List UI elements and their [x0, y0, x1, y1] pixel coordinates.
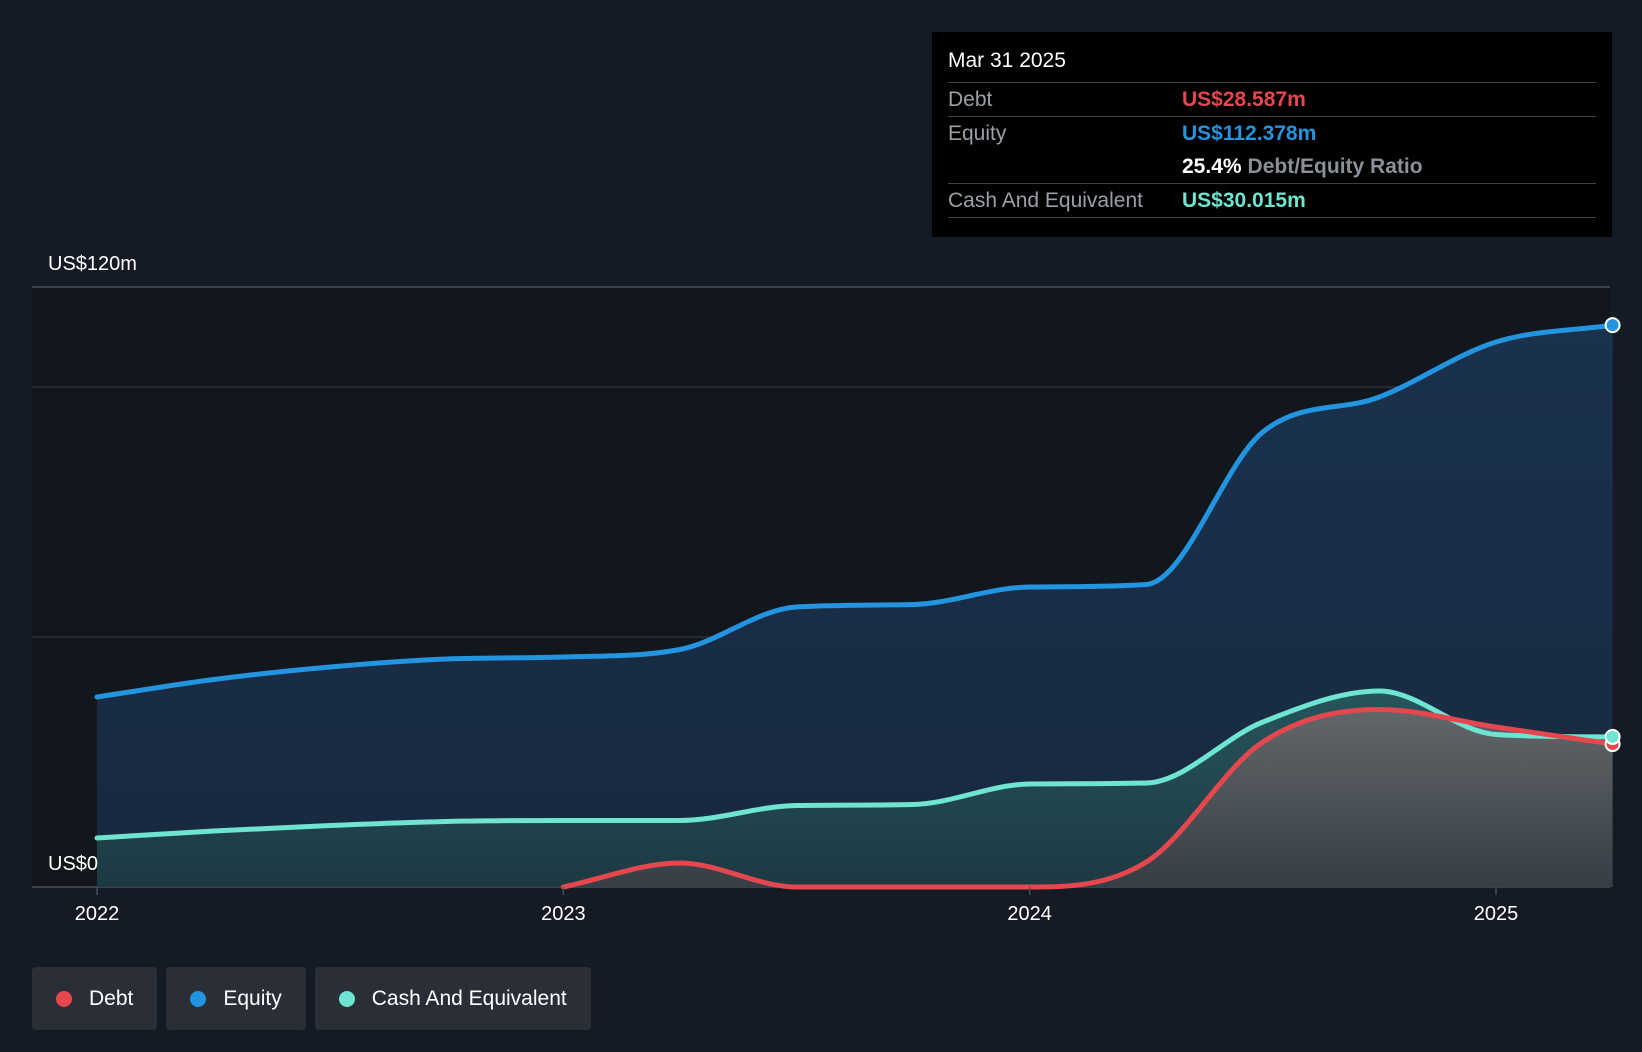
legend-item-debt[interactable]: Debt [32, 967, 158, 1030]
tooltip-equity-row: Equity US$112.378m [948, 117, 1596, 150]
x-tick-label: 2023 [541, 903, 586, 925]
legend-label-cash: Cash And Equivalent [371, 986, 567, 1010]
legend: Debt Equity Cash And Equivalent [32, 967, 591, 1030]
tooltip-debt-label: Debt [948, 87, 993, 111]
debt-line [560, 707, 1616, 890]
tooltip-cash-row: Cash And Equivalent US$30.015m [948, 184, 1596, 218]
x-tick-label: 2022 [75, 903, 120, 925]
tooltip-equity-value: US$112.378m [1182, 121, 1317, 145]
y-axis-top-label: US$120m [48, 253, 137, 275]
tooltip-date: Mar 31 2025 [948, 46, 1596, 83]
cash-and-equivalent-end-point [1604, 728, 1621, 745]
cash-line [94, 688, 1616, 841]
legend-label-debt: Debt [89, 986, 134, 1010]
cash-dot-icon [338, 990, 355, 1007]
tooltip-ratio-label: Debt/Equity Ratio [1247, 154, 1423, 178]
equity-line [94, 322, 1616, 700]
tooltip-cash-value: US$30.015m [1182, 188, 1306, 212]
tooltip-debt-value: US$28.587m [1182, 87, 1306, 111]
tooltip-equity-label: Equity [948, 121, 1007, 145]
legend-item-cash[interactable]: Cash And Equivalent [314, 967, 591, 1030]
tooltip-debt-row: Debt US$28.587m [948, 83, 1596, 117]
legend-item-equity[interactable]: Equity [166, 967, 306, 1030]
tooltip-ratio-value: 25.4% [1182, 154, 1242, 178]
debt-area [563, 709, 1613, 887]
legend-label-equity: Equity [223, 986, 282, 1010]
tooltip-ratio-row: 25.4% Debt/Equity Ratio [948, 150, 1596, 184]
equity-dot-icon [190, 990, 207, 1007]
debt-dot-icon [56, 990, 72, 1007]
x-tick-label: 2025 [1474, 903, 1519, 925]
x-tick-label: 2024 [1007, 903, 1052, 925]
tooltip-cash-label: Cash And Equivalent [948, 188, 1143, 212]
y-axis-bottom-label: US$0 [48, 853, 98, 875]
tooltip: Mar 31 2025 Debt US$28.587m Equity US$11… [932, 32, 1612, 237]
equity-end-point [1604, 317, 1621, 334]
